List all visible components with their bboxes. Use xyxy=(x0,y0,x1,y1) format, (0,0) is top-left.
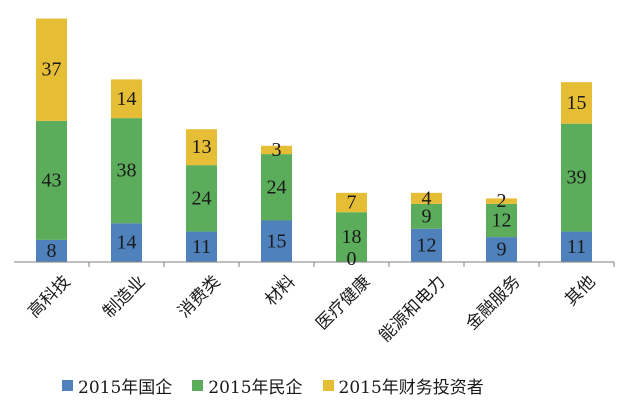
category-label: 能源和电力 xyxy=(375,272,449,346)
legend-item-private: 2015年民企 xyxy=(192,373,303,398)
bar-segment xyxy=(36,18,67,121)
bar-segment xyxy=(261,220,292,262)
data-label: 18 xyxy=(342,226,362,248)
bar-segment xyxy=(486,198,517,204)
data-label: 12 xyxy=(417,234,437,256)
category-label: 金融服务 xyxy=(462,272,524,334)
data-label: 14 xyxy=(117,232,137,254)
data-label: 11 xyxy=(192,236,211,258)
legend-label-financial: 2015年财务投资者 xyxy=(338,378,484,398)
category-label: 医疗健康 xyxy=(312,272,374,334)
category-label: 材料 xyxy=(261,272,299,310)
bar-segment xyxy=(561,123,592,232)
data-label: 15 xyxy=(567,92,587,114)
data-label: 24 xyxy=(192,187,212,209)
data-label: 3 xyxy=(272,139,282,161)
data-label: 9 xyxy=(422,205,432,227)
category-label: 其他 xyxy=(561,272,599,310)
data-label: 11 xyxy=(567,236,586,258)
legend-swatch-private xyxy=(192,380,204,391)
bar-segment xyxy=(186,165,217,232)
legend-swatch-financial xyxy=(322,380,334,391)
category-label: 制造业 xyxy=(99,272,149,322)
category-labels: 高科技 制造业 消费类 材料 医疗健康 能源和电力 金融服务 其他 xyxy=(24,272,599,346)
legend-item-soe: 2015年国企 xyxy=(62,373,172,398)
bar-segment xyxy=(261,145,292,155)
bar-segment xyxy=(261,154,292,221)
data-label: 14 xyxy=(117,88,137,110)
data-label: 12 xyxy=(492,210,512,232)
category-label: 消费类 xyxy=(174,272,224,322)
data-label: 7 xyxy=(347,192,357,214)
bar-segment xyxy=(561,82,592,124)
bar-segment xyxy=(111,79,142,119)
bar-segment xyxy=(411,203,442,229)
bar-segment xyxy=(486,203,517,238)
bar-segment xyxy=(36,239,67,262)
bar-segment xyxy=(411,192,442,204)
data-label: 9 xyxy=(497,239,507,261)
bar-segment xyxy=(336,192,367,213)
data-label: 15 xyxy=(267,230,287,252)
legend-swatch-soe xyxy=(62,380,73,391)
data-label: 38 xyxy=(117,160,137,182)
legend: 2015年国企 2015年民企 2015年财务投资者 xyxy=(62,373,484,398)
bar-segment xyxy=(186,231,217,262)
legend-item-financial: 2015年财务投资者 xyxy=(322,373,484,398)
bar-segment xyxy=(561,231,592,262)
category-label: 高科技 xyxy=(24,272,74,322)
bar-segment xyxy=(411,228,442,262)
bar-segment xyxy=(36,120,67,240)
bar-segment xyxy=(486,237,517,262)
bars-layer xyxy=(36,18,592,262)
legend-label-soe: 2015年国企 xyxy=(78,378,173,398)
bar-segment xyxy=(186,129,217,166)
bar-segment xyxy=(111,118,142,224)
bar-segment xyxy=(111,223,142,262)
data-label: 39 xyxy=(567,167,587,189)
data-label: 2 xyxy=(497,190,507,212)
bar-segment xyxy=(336,212,367,262)
data-label: 8 xyxy=(47,240,57,262)
legend-label-private: 2015年民企 xyxy=(208,378,303,398)
data-label: 13 xyxy=(192,136,212,158)
data-label: 43 xyxy=(42,169,62,191)
data-label: 0 xyxy=(347,248,357,270)
data-label: 37 xyxy=(42,59,62,81)
x-ticks xyxy=(88,262,615,267)
data-label: 24 xyxy=(267,176,287,198)
data-label: 4 xyxy=(422,187,432,209)
